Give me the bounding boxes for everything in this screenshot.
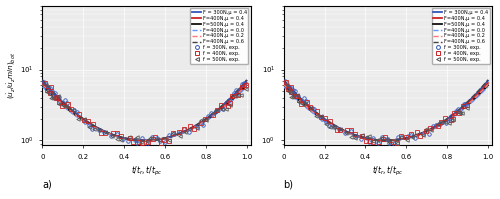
- X-axis label: $t/t_r, t/t_{pc}$: $t/t_r, t/t_{pc}$: [131, 165, 162, 179]
- Legend: F = 300N,μ = 0.4, F=400N,μ = 0.4, F=500N,μ = 0.4, F=400N,μ = 0.0, F=400N,μ = 0.2: F = 300N,μ = 0.4, F=400N,μ = 0.4, F=500N…: [432, 8, 490, 64]
- X-axis label: $t/t_r, t/t_{pc}$: $t/t_r, t/t_{pc}$: [372, 165, 404, 179]
- Text: b): b): [284, 179, 294, 189]
- Y-axis label: $( \dot{u}_z / \dot{u}_z min)_{bot}$: $( \dot{u}_z / \dot{u}_z min)_{bot}$: [6, 52, 18, 99]
- Text: a): a): [42, 179, 52, 189]
- Legend: F = 300N,μ = 0.4, F=400N,μ = 0.4, F=500N,μ = 0.4, F=400N,μ = 0.0, F=400N,μ = 0.2: F = 300N,μ = 0.4, F=400N,μ = 0.4, F=500N…: [190, 8, 248, 64]
